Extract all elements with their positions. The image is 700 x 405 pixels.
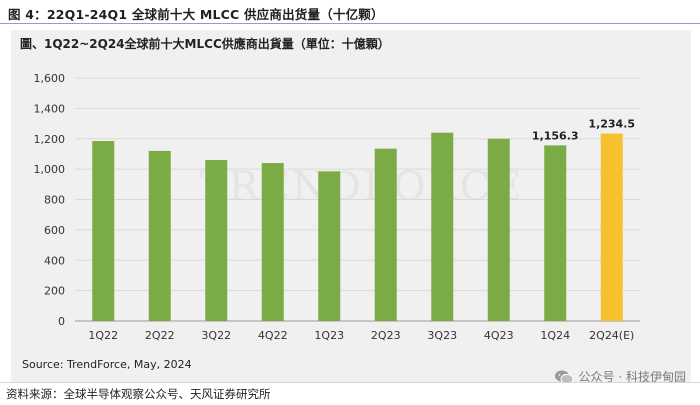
bar-4Q23: [487, 138, 510, 321]
bar-2Q24(E): [600, 133, 623, 321]
x-tick-label: 4Q22: [258, 329, 288, 342]
bar-2Q23: [374, 148, 397, 321]
watermark-text: TRENDFORCE: [200, 164, 524, 210]
title-divider: [0, 23, 700, 24]
data-label: 1,234.5: [588, 118, 635, 131]
x-axis-labels: 1Q22 2Q22 3Q22 4Q22 1Q23 2Q23 3Q23 4Q23 1Q24 2Q24…: [88, 329, 634, 342]
footer-source: 资料来源：全球半导体观察公众号、天风证券研究所: [6, 387, 271, 401]
data-labels: 1,156.3 1,234.5: [532, 118, 635, 143]
x-tick-label: 1Q24: [540, 329, 570, 342]
y-tick-label: 800: [44, 194, 65, 207]
bar-1Q22: [92, 141, 115, 321]
wechat-icon: [554, 369, 574, 385]
x-tick-label: 4Q23: [484, 329, 514, 342]
bar-2Q22: [148, 150, 171, 321]
y-tick-label: 400: [44, 254, 65, 267]
bar-1Q23: [318, 171, 341, 321]
data-label: 1,156.3: [532, 129, 579, 142]
y-tick-label: 1,000: [34, 163, 66, 176]
wechat-account: 公众号 · 科技伊甸园: [554, 368, 686, 385]
y-tick-label: 1,200: [34, 133, 66, 146]
y-tick-label: 0: [58, 315, 65, 328]
y-tick-label: 600: [44, 224, 65, 237]
chart-panel: [11, 30, 691, 382]
x-tick-label: 1Q23: [314, 329, 344, 342]
bars: [92, 132, 623, 321]
chart-title: 圖、1Q22~2Q24全球前十大MLCC供應商出貨量（單位：十億顆）: [20, 37, 390, 51]
y-tick-label: 1,600: [34, 72, 66, 85]
y-tick-label: 1,400: [34, 102, 66, 115]
source-note: Source: TrendForce, May, 2024: [22, 358, 192, 371]
x-tick-label: 2Q22: [145, 329, 175, 342]
x-tick-label: 3Q22: [201, 329, 231, 342]
x-tick-label: 2Q23: [371, 329, 401, 342]
footer-divider: [0, 382, 700, 383]
x-tick-label: 1Q22: [88, 329, 118, 342]
wechat-account-label: 公众号 · 科技伊甸园: [578, 370, 686, 384]
y-axis-ticks: 0 200 400 600 800 1,000 1,200 1,400 1,600: [34, 72, 66, 328]
bar-1Q24: [544, 145, 567, 321]
x-tick-label: 3Q23: [427, 329, 457, 342]
bar-4Q22: [261, 163, 284, 321]
y-tick-label: 200: [44, 285, 65, 298]
bar-3Q23: [431, 132, 454, 321]
x-tick-label: 2Q24(E): [589, 329, 634, 342]
figure-title: 图 4：22Q1-24Q1 全球前十大 MLCC 供应商出货量（十亿颗）: [8, 7, 384, 22]
bar-3Q22: [205, 160, 228, 321]
